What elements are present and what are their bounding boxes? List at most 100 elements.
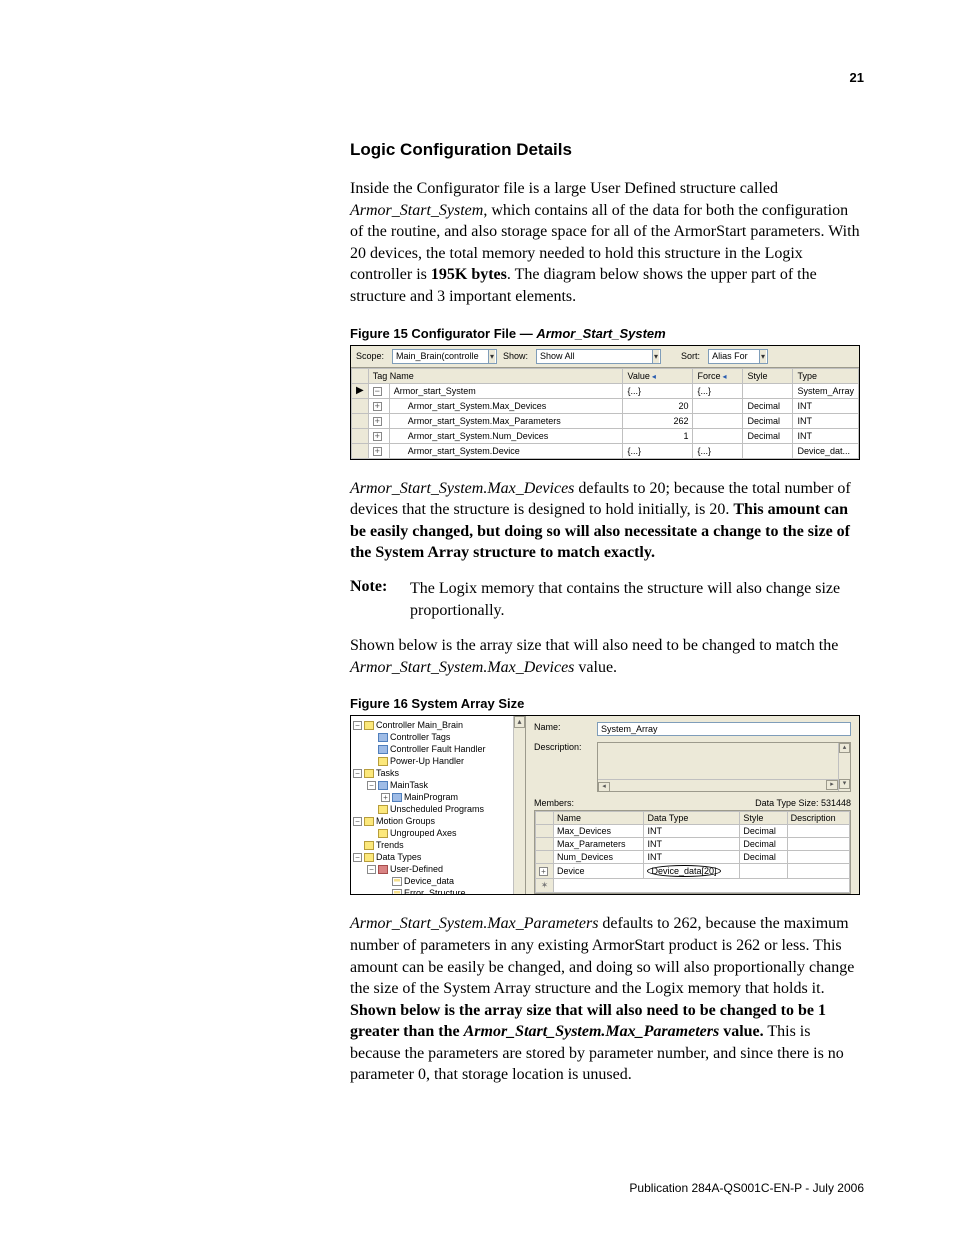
scroll-down-icon[interactable]: ▾ bbox=[839, 779, 850, 789]
table-row[interactable]: +DeviceDevice_data[20] bbox=[536, 864, 850, 879]
folder-y-icon bbox=[378, 757, 388, 766]
expand-toggle[interactable]: + bbox=[368, 398, 389, 413]
fig16-left-scrollbar[interactable]: ▴ bbox=[513, 716, 525, 894]
description-field[interactable]: ▴▾ ◂▸ bbox=[597, 742, 851, 792]
sort-dropdown[interactable]: Alias For bbox=[708, 349, 768, 364]
table-row[interactable]: Num_DevicesINTDecimal bbox=[536, 851, 850, 864]
tree-item[interactable]: −User-Defined bbox=[353, 863, 523, 875]
member-type-cell: Device_data[20] bbox=[644, 864, 740, 879]
members-th-description[interactable]: Description bbox=[787, 812, 849, 825]
desc-vscroll[interactable]: ▴▾ bbox=[838, 743, 850, 791]
show-dropdown[interactable]: Show All bbox=[536, 349, 661, 364]
style-cell bbox=[743, 443, 793, 458]
tree-item[interactable]: Trends bbox=[353, 839, 523, 851]
expand-toggle[interactable] bbox=[536, 851, 554, 864]
members-th-datatype[interactable]: Data Type bbox=[644, 812, 740, 825]
scroll-left-icon[interactable]: ◂ bbox=[598, 782, 610, 792]
tree-item[interactable]: −Data Types bbox=[353, 851, 523, 863]
tree-item[interactable]: Controller Tags bbox=[353, 731, 523, 743]
scroll-right-icon[interactable]: ▸ bbox=[826, 780, 838, 790]
name-field[interactable]: System_Array bbox=[597, 722, 851, 736]
fig15-th-tagname[interactable]: Tag Name bbox=[368, 368, 623, 383]
fig15-thead: Tag Name Value◂ Force◂ Style Type bbox=[352, 368, 859, 383]
fig15-th-style[interactable]: Style bbox=[743, 368, 793, 383]
tree-item[interactable]: Power-Up Handler bbox=[353, 755, 523, 767]
desc-hscroll[interactable]: ◂▸ bbox=[598, 779, 838, 791]
value-cell: {...} bbox=[623, 443, 693, 458]
row-marker bbox=[352, 443, 369, 458]
expand-toggle[interactable]: + bbox=[536, 864, 554, 879]
expand-toggle[interactable]: + bbox=[368, 413, 389, 428]
tree-item[interactable]: Controller Fault Handler bbox=[353, 743, 523, 755]
fig15-table: Tag Name Value◂ Force◂ Style Type ▶−Armo… bbox=[351, 368, 859, 459]
scope-dropdown[interactable]: Main_Brain(controlle bbox=[392, 349, 497, 364]
members-corner bbox=[536, 812, 554, 825]
fig15-th-value[interactable]: Value◂ bbox=[623, 368, 693, 383]
tree-item[interactable]: −Tasks bbox=[353, 767, 523, 779]
tree-item[interactable]: − Controller Main_Brain bbox=[353, 719, 523, 731]
style-cell: Decimal bbox=[743, 413, 793, 428]
folder-y-icon bbox=[364, 721, 374, 730]
expand-toggle[interactable] bbox=[536, 838, 554, 851]
expand-toggle[interactable]: + bbox=[368, 443, 389, 458]
figure-16-caption: Figure 16 System Array Size bbox=[350, 696, 860, 711]
member-style-cell: Decimal bbox=[740, 851, 787, 864]
table-row[interactable]: +Armor_start_System.Num_Devices1DecimalI… bbox=[352, 428, 859, 443]
tree-item[interactable]: +MainProgram bbox=[353, 791, 523, 803]
folder-y-icon bbox=[364, 841, 374, 850]
figure-16: − Controller Main_BrainController TagsCon… bbox=[350, 715, 860, 895]
fig16-members-grid: Name Data Type Style Description Max_Dev… bbox=[534, 810, 851, 894]
expand-toggle[interactable]: − bbox=[353, 721, 362, 730]
show-label: Show: bbox=[503, 351, 528, 361]
tree-item[interactable]: −MainTask bbox=[353, 779, 523, 791]
tree-item[interactable]: −Motion Groups bbox=[353, 815, 523, 827]
tag-name-cell: Armor_start_System.Max_Devices bbox=[389, 398, 623, 413]
tag-name-cell: Armor_start_System.Device bbox=[389, 443, 623, 458]
member-type-cell: INT bbox=[644, 825, 740, 838]
expand-toggle[interactable]: − bbox=[353, 769, 362, 778]
expand-toggle[interactable]: + bbox=[368, 428, 389, 443]
fig15-corner bbox=[352, 368, 369, 383]
fig16-tree[interactable]: − Controller Main_BrainController TagsCon… bbox=[353, 719, 523, 894]
scroll-up-icon[interactable]: ▴ bbox=[839, 743, 850, 753]
table-row-new[interactable]: ✶ bbox=[536, 879, 850, 893]
tree-item[interactable]: Ungrouped Axes bbox=[353, 827, 523, 839]
datatype-size-label: Data Type Size: 531448 bbox=[755, 798, 851, 808]
table-row[interactable]: +Armor_start_System.Max_Parameters262Dec… bbox=[352, 413, 859, 428]
expand-toggle[interactable]: − bbox=[353, 853, 362, 862]
sort-label: Sort: bbox=[681, 351, 700, 361]
table-row[interactable]: Max_DevicesINTDecimal bbox=[536, 825, 850, 838]
tree-item[interactable]: Unscheduled Programs bbox=[353, 803, 523, 815]
fig15-caption-prefix: Figure 15 Configurator File — bbox=[350, 326, 536, 341]
table-row[interactable]: ▶−Armor_start_System{...}{...}System_Arr… bbox=[352, 383, 859, 398]
member-name-cell: Device bbox=[554, 864, 644, 879]
members-th-name[interactable]: Name bbox=[554, 812, 644, 825]
tag-name-cell: Armor_start_System bbox=[389, 383, 623, 398]
member-style-cell bbox=[740, 864, 787, 879]
table-row[interactable]: +Armor_start_System.Device{...}{...}Devi… bbox=[352, 443, 859, 458]
expand-toggle[interactable] bbox=[536, 825, 554, 838]
expand-toggle[interactable]: − bbox=[367, 865, 376, 874]
main-content: Logic Configuration Details Inside the C… bbox=[350, 140, 860, 1100]
folder-y-icon bbox=[364, 769, 374, 778]
force-cell: {...} bbox=[693, 383, 743, 398]
fig15-th-type[interactable]: Type bbox=[793, 368, 859, 383]
members-label: Members: bbox=[534, 798, 574, 808]
scroll-up-icon[interactable]: ▴ bbox=[514, 716, 525, 728]
member-desc-cell bbox=[787, 825, 849, 838]
fig15-th-force[interactable]: Force◂ bbox=[693, 368, 743, 383]
expand-toggle[interactable]: + bbox=[381, 793, 390, 802]
members-th-style[interactable]: Style bbox=[740, 812, 787, 825]
expand-toggle[interactable]: − bbox=[368, 383, 389, 398]
tree-item-label: Device_data bbox=[404, 876, 454, 886]
tree-item[interactable]: Device_data bbox=[353, 875, 523, 887]
member-name-cell: Max_Devices bbox=[554, 825, 644, 838]
tree-item-label: Controller Main_Brain bbox=[376, 720, 463, 730]
tree-item[interactable]: Error_Structure bbox=[353, 887, 523, 894]
member-desc-cell bbox=[787, 851, 849, 864]
table-row[interactable]: Max_ParametersINTDecimal bbox=[536, 838, 850, 851]
row-marker: ▶ bbox=[352, 383, 369, 398]
table-row[interactable]: +Armor_start_System.Max_Devices20Decimal… bbox=[352, 398, 859, 413]
expand-toggle[interactable]: − bbox=[367, 781, 376, 790]
expand-toggle[interactable]: − bbox=[353, 817, 362, 826]
